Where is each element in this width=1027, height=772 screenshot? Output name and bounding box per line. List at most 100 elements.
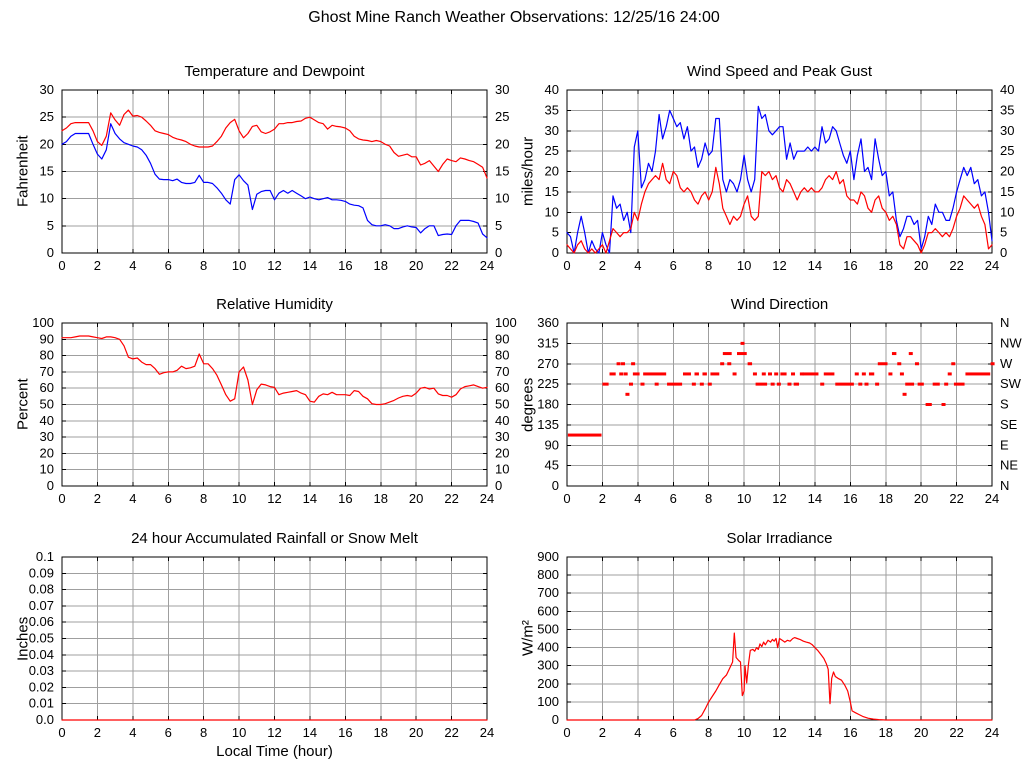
- wind-direction-mark: [908, 352, 913, 356]
- x-tick-label: 12: [772, 258, 786, 273]
- x-tick-label: 8: [705, 491, 712, 506]
- wind-direction-mark: [699, 382, 704, 386]
- chart-title: Wind Direction: [730, 296, 829, 313]
- x-tick-label: 14: [808, 491, 822, 506]
- wind-direction-mark: [823, 372, 835, 376]
- x-tick-label: 18: [374, 725, 388, 740]
- y-tick-label: 0.02: [29, 679, 54, 694]
- y-tick-label: 35: [545, 102, 559, 117]
- y-tick-label: 45: [545, 458, 559, 473]
- y-tick-label: 5: [47, 218, 54, 233]
- y-tick-label-right: 35: [1000, 102, 1014, 117]
- wind-direction-mark: [632, 372, 640, 376]
- wind-direction-mark: [932, 382, 940, 386]
- wind-direction-mark: [727, 362, 732, 366]
- series-wind-speed: [566, 162, 993, 254]
- wind-direction-mark: [755, 382, 768, 386]
- y-tick-label: 80: [40, 348, 54, 363]
- y-tick-label: 10: [40, 191, 54, 206]
- x-tick-label: 24: [985, 258, 999, 273]
- compass-label: NE: [1000, 458, 1018, 473]
- x-tick-label: 10: [737, 258, 751, 273]
- x-tick-label: 2: [94, 491, 101, 506]
- x-tick-label: 20: [914, 491, 928, 506]
- series-solar-irradiance: [566, 632, 993, 721]
- y-tick-label: 70: [40, 364, 54, 379]
- wind-direction-mark: [899, 372, 904, 376]
- y-tick-label-right: 15: [495, 164, 509, 179]
- x-axis-label: Local Time (hour): [216, 743, 333, 760]
- x-tick-label: 6: [165, 725, 172, 740]
- x-tick-label: 8: [705, 258, 712, 273]
- y-tick-label: 30: [40, 429, 54, 444]
- compass-label: NW: [1000, 335, 1022, 350]
- x-tick-label: 8: [200, 491, 207, 506]
- wind-direction-mark: [609, 372, 616, 376]
- compass-label: S: [1000, 397, 1009, 412]
- page-title: Ghost Mine Ranch Weather Observations: 1…: [308, 9, 720, 26]
- x-tick-label: 16: [338, 258, 352, 273]
- y-tick-label: 90: [40, 331, 54, 346]
- wind-direction-mark: [902, 392, 907, 396]
- x-tick-label: 12: [772, 491, 786, 506]
- x-tick-label: 4: [634, 491, 641, 506]
- x-tick-label: 6: [670, 258, 677, 273]
- y-tick-label: 180: [537, 397, 559, 412]
- y-tick-label: 0.06: [29, 614, 54, 629]
- wind-direction-mark: [767, 372, 772, 376]
- wind-direction-mark: [720, 362, 725, 366]
- y-tick-label-right: 25: [495, 109, 509, 124]
- x-tick-label: 0: [58, 725, 65, 740]
- wind-direction-mark: [776, 382, 781, 386]
- y-tick-label-right: 5: [1000, 225, 1007, 240]
- wind-direction-mark: [691, 382, 696, 386]
- x-tick-label: 20: [914, 258, 928, 273]
- x-tick-label: 0: [58, 491, 65, 506]
- y-tick-label-right: 100: [495, 315, 517, 330]
- x-tick-label: 24: [985, 725, 999, 740]
- x-tick-label: 10: [737, 725, 751, 740]
- wind-direction-mark: [791, 372, 796, 376]
- wind-direction-mark: [722, 352, 732, 356]
- wind-direction-mark: [667, 382, 683, 386]
- wind-direction-mark: [602, 382, 609, 386]
- y-tick-label: 0.04: [29, 647, 54, 662]
- plot-area: 0 2 4 6 8 10 12 14 16 18 20 22 240.00.010.020.030.04…: [29, 549, 495, 740]
- wind-direction-mark: [965, 372, 991, 376]
- series-peak-gust: [566, 105, 993, 254]
- y-tick-label: 700: [537, 585, 559, 600]
- y-tick-label: 900: [537, 549, 559, 564]
- wind-direction-mark: [640, 382, 645, 386]
- x-tick-label: 8: [200, 725, 207, 740]
- chart-title: Temperature and Dewpoint: [184, 63, 365, 80]
- y-tick-label-right: 40: [495, 413, 509, 428]
- x-tick-label: 18: [374, 258, 388, 273]
- y-tick-label: 0: [552, 712, 559, 727]
- x-tick-label: 24: [480, 258, 494, 273]
- wind-direction-mark: [914, 362, 919, 366]
- y-tick-label-right: 5: [495, 218, 502, 233]
- x-tick-label: 16: [338, 491, 352, 506]
- x-tick-label: 18: [879, 491, 893, 506]
- x-tick-label: 0: [58, 258, 65, 273]
- y-tick-label: 50: [40, 397, 54, 412]
- y-tick-label: 15: [40, 164, 54, 179]
- wind-direction-mark: [710, 372, 720, 376]
- wind-direction-mark: [702, 372, 707, 376]
- wind-direction-mark: [780, 372, 787, 376]
- x-tick-label: 14: [303, 725, 317, 740]
- y-tick-label: 0.05: [29, 631, 54, 646]
- x-tick-label: 22: [949, 725, 963, 740]
- y-tick-label: 15: [545, 184, 559, 199]
- y-tick-label: 800: [537, 567, 559, 582]
- x-tick-label: 14: [808, 258, 822, 273]
- wind-direction-mark: [835, 382, 854, 386]
- y-tick-label: 5: [552, 225, 559, 240]
- x-tick-label: 0: [563, 258, 570, 273]
- y-tick-label: 40: [40, 413, 54, 428]
- chart-wind-direction: Wind Direction degrees 0 2 4 6 8 10 12 14 16 18 20…: [505, 288, 1027, 538]
- wind-direction-mark: [799, 372, 804, 376]
